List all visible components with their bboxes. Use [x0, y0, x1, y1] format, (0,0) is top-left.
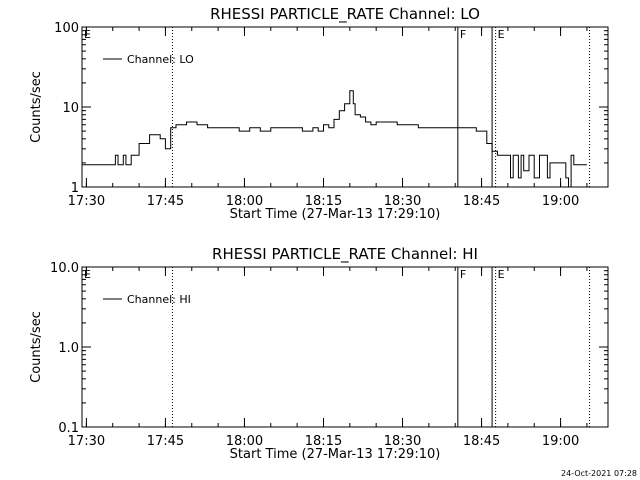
y-axis-label-lo: Counts/sec [29, 71, 44, 143]
x-axis-label-lo: Start Time (27-Mar-13 17:29:10) [230, 207, 441, 222]
plot-frame-hi [81, 266, 609, 428]
y-tick-label-hi: 1.0 [58, 341, 79, 356]
event-marker-hi: F [460, 268, 466, 281]
y-tick-label-hi: 0.1 [58, 421, 79, 436]
x-tick-label-lo: 19:00 [542, 194, 579, 209]
panel-lo: RHESSI PARTICLE_RATE Channel: LO 1 10 100 17… [29, 5, 609, 222]
panel-hi: RHESSI PARTICLE_RATE Channel: HI 0.1 1.0 10… [29, 245, 609, 462]
chart-title-lo: RHESSI PARTICLE_RATE Channel: LO [210, 5, 480, 24]
y-tick-label-hi: 10.0 [50, 261, 79, 276]
x-tick-label-hi: 17:30 [68, 434, 105, 449]
footer-timestamp: 24-Oct-2021 07:28 [561, 469, 637, 478]
x-tick-label-lo: 17:30 [68, 194, 105, 209]
event-marker-hi: E [498, 268, 505, 281]
x-tick-label-lo: 18:15 [305, 194, 342, 209]
event-marker-lo: E [498, 28, 505, 41]
x-tick-label-hi: 17:45 [147, 434, 184, 449]
x-tick-label-hi: 18:15 [305, 434, 342, 449]
x-axis-label-hi: Start Time (27-Mar-13 17:29:10) [230, 447, 441, 462]
legend-label-lo: Channel: LO [127, 53, 194, 66]
x-tick-label-hi: 18:00 [226, 434, 263, 449]
x-tick-label-hi: 18:30 [384, 434, 421, 449]
series-line-lo [82, 90, 587, 188]
x-tick-label-hi: 18:45 [463, 434, 500, 449]
y-tick-label-lo: 100 [54, 21, 79, 36]
chart-title-hi: RHESSI PARTICLE_RATE Channel: HI [212, 245, 478, 264]
event-marker-hi: E [84, 268, 91, 281]
event-marker-lo: F [460, 28, 466, 41]
x-tick-label-lo: 18:00 [226, 194, 263, 209]
x-tick-label-lo: 17:45 [147, 194, 184, 209]
legend-label-hi: Channel: HI [127, 293, 191, 306]
y-tick-label-lo: 1 [71, 181, 79, 196]
y-tick-label-lo: 10 [62, 101, 79, 116]
y-axis-label-hi: Counts/sec [29, 311, 44, 383]
event-marker-lo: E [84, 28, 91, 41]
x-tick-label-hi: 19:00 [542, 434, 579, 449]
x-tick-label-lo: 18:45 [463, 194, 500, 209]
x-tick-label-lo: 18:30 [384, 194, 421, 209]
